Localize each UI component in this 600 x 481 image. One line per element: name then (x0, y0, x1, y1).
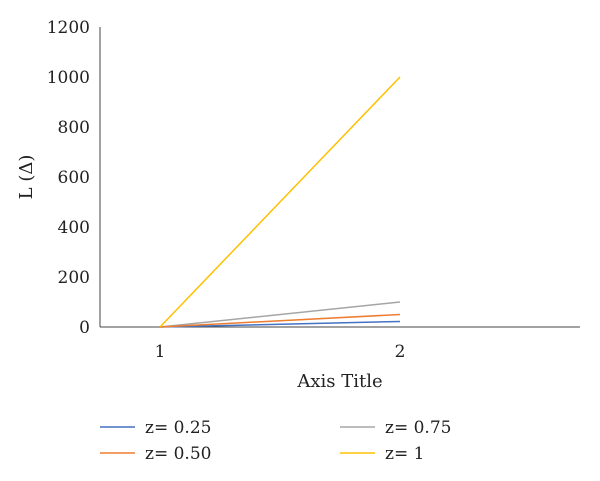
y-tick-label: 800 (58, 118, 90, 138)
y-tick-label: 400 (58, 218, 90, 238)
y-axis-ticks: 0 200 400 600 800 1000 1200 (47, 18, 90, 338)
y-axis-title: L (Δ) (16, 155, 37, 200)
legend-label: z= 1 (385, 444, 424, 464)
y-tick-label: 1000 (47, 68, 90, 88)
series-line (159, 301, 401, 328)
series-line (159, 76, 401, 328)
x-tick-label: 2 (395, 342, 406, 362)
x-tick-label: 1 (155, 342, 166, 362)
legend: z= 0.25 z= 0.75 z= 0.50 z= 1 (100, 418, 451, 464)
series-lines (159, 76, 401, 328)
y-tick-label: 600 (58, 168, 90, 188)
legend-label: z= 0.25 (145, 418, 211, 438)
series-line (159, 320, 401, 328)
y-tick-label: 0 (79, 318, 90, 338)
legend-label: z= 0.75 (385, 418, 451, 438)
x-axis-title: Axis Title (296, 371, 382, 392)
legend-label: z= 0.50 (145, 444, 211, 464)
series-line (159, 313, 401, 328)
y-tick-label: 1200 (47, 18, 90, 38)
y-tick-label: 200 (58, 268, 90, 288)
